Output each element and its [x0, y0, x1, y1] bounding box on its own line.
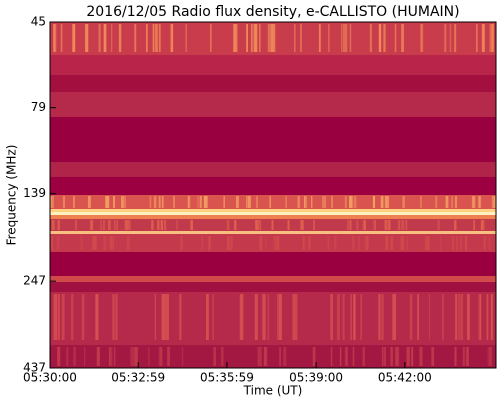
y-tick-label: 45: [31, 15, 46, 29]
y-tick-label: 139: [23, 186, 46, 200]
spectrogram: [49, 21, 497, 369]
y-tick-label: 247: [23, 274, 46, 288]
y-tick-label: 437: [23, 361, 46, 375]
x-axis-label: Time (UT): [243, 384, 303, 398]
x-tick-label: 05:42:00: [378, 371, 432, 385]
x-tick-label: 05:32:59: [111, 371, 165, 385]
x-tick-label: 05:39:00: [289, 371, 343, 385]
y-tick-label: 79: [31, 100, 46, 114]
x-tick-label: 05:30:00: [23, 371, 77, 385]
x-tick-label: 05:35:59: [200, 371, 254, 385]
chart-title: 2016/12/05 Radio flux density, e-CALLIST…: [86, 4, 459, 20]
y-axis-label: Frequency (MHz): [5, 145, 19, 246]
